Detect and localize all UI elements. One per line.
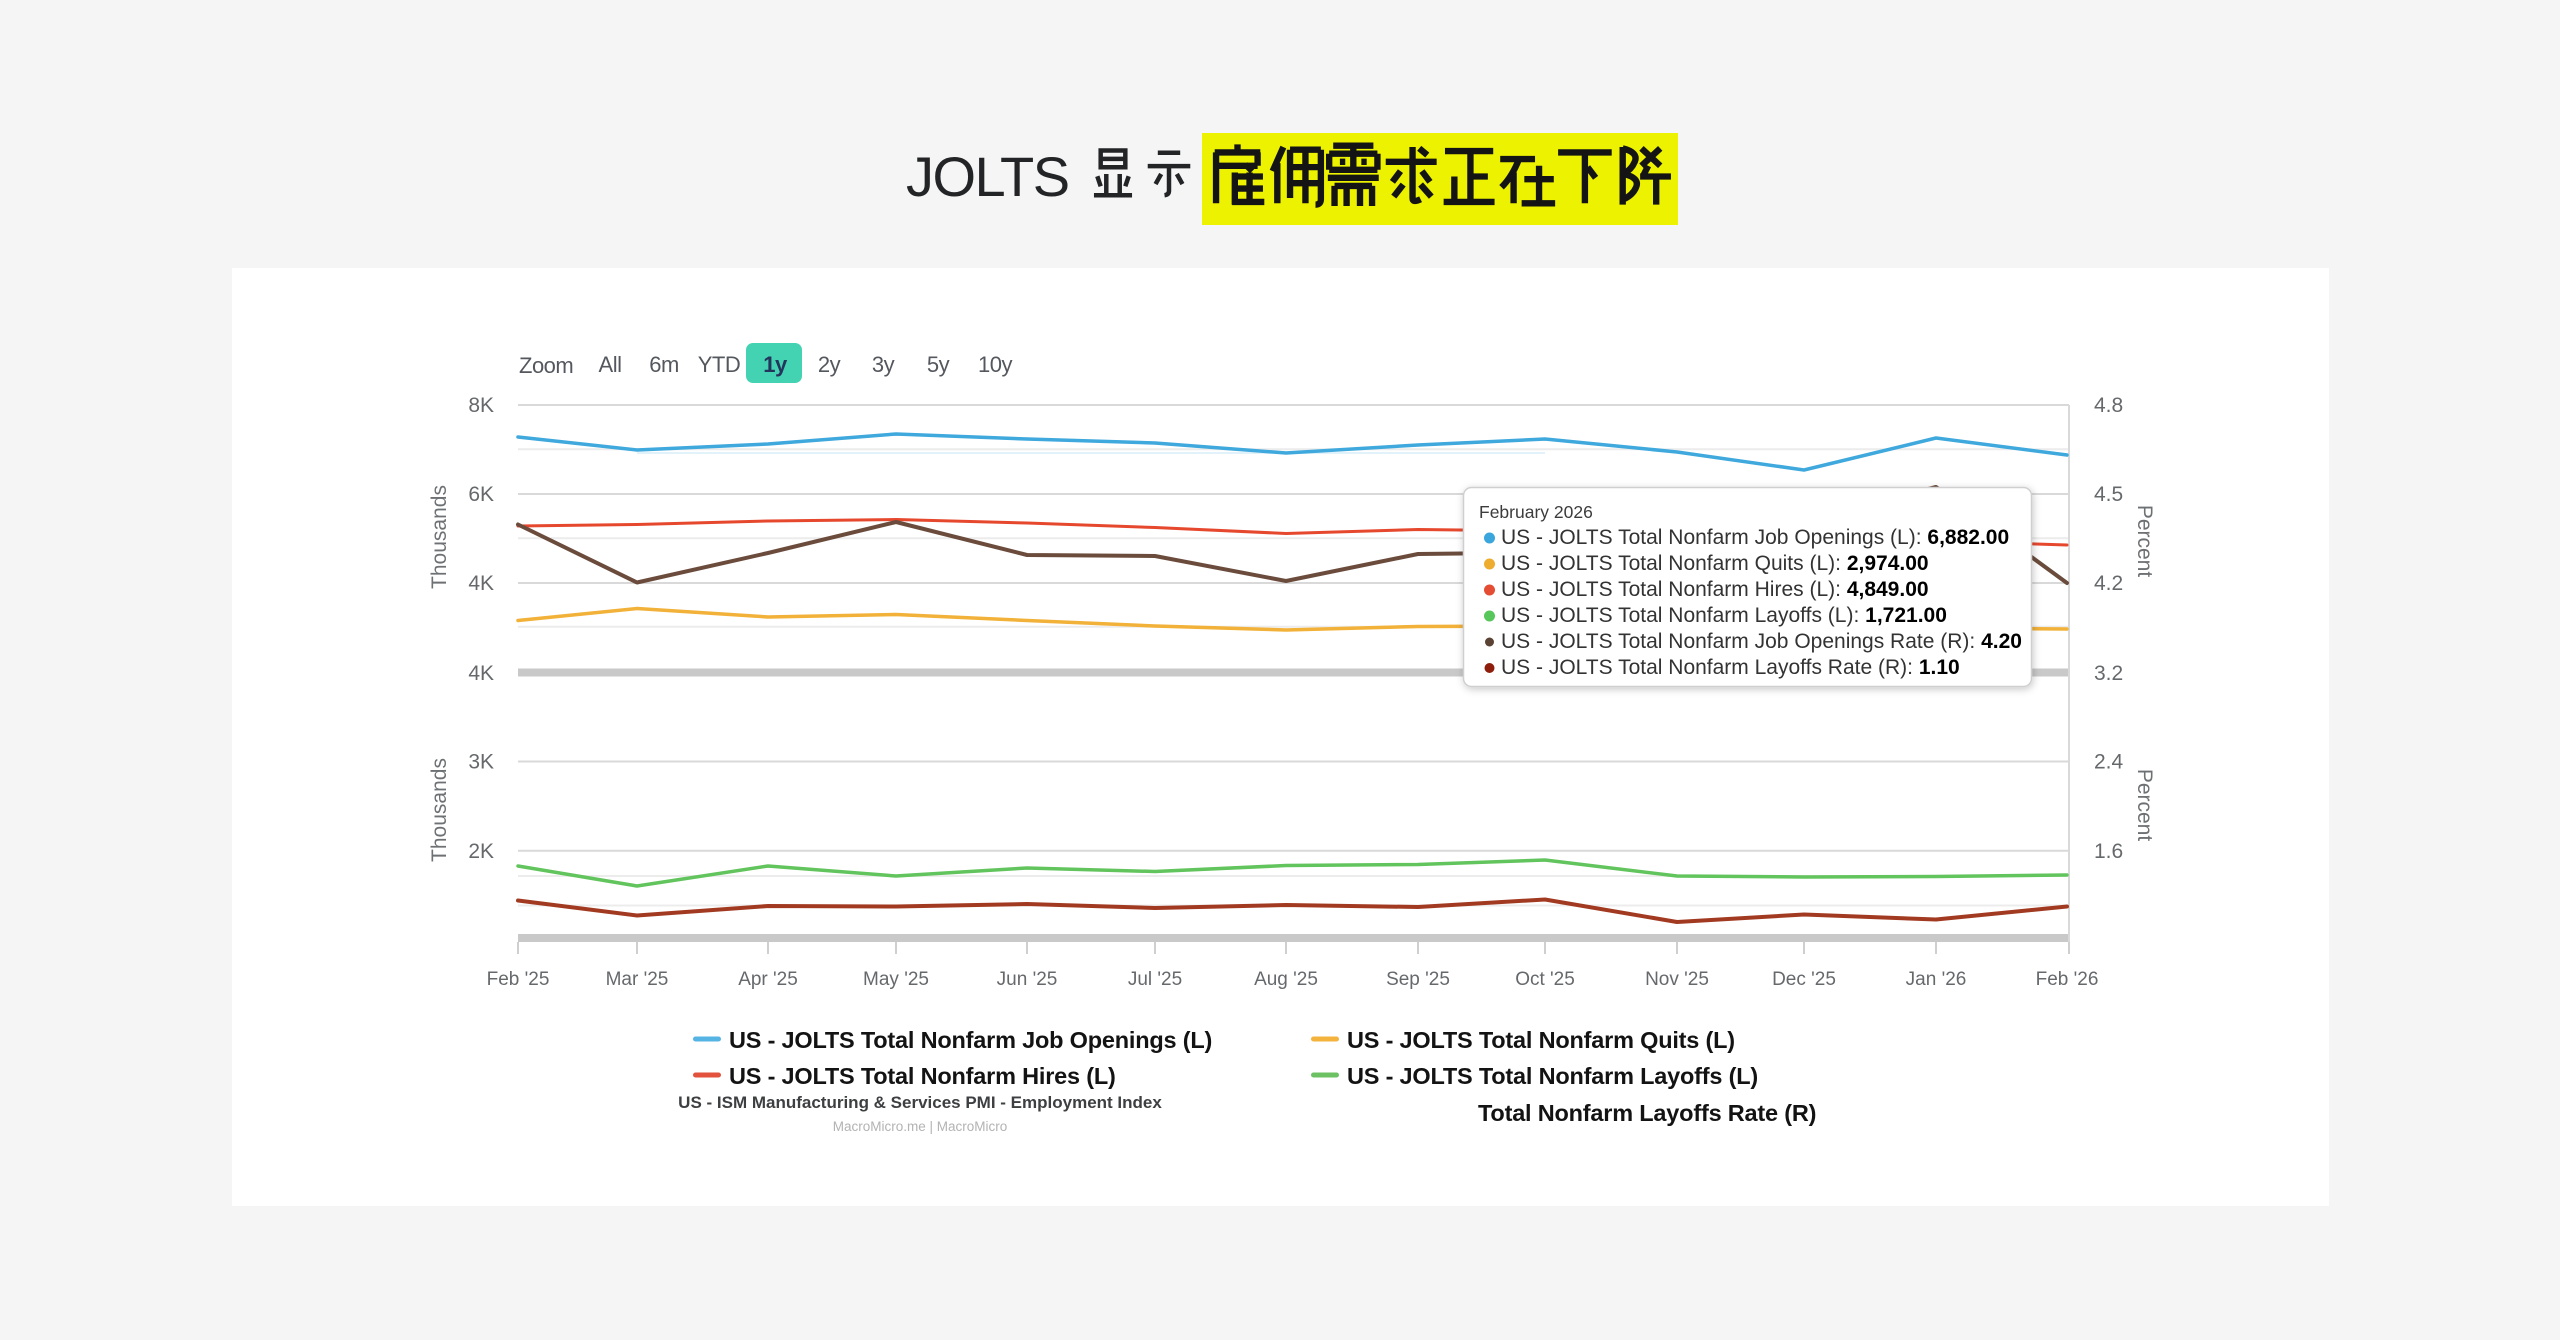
svg-text:4K: 4K [468,662,494,685]
svg-text:US - JOLTS Total Nonfarm Hires: US - JOLTS Total Nonfarm Hires (L): 4,84… [1501,578,1929,601]
svg-text:Nov '25: Nov '25 [1645,969,1709,990]
svg-text:Feb '26: Feb '26 [2036,969,2099,990]
svg-text:Apr '25: Apr '25 [738,969,798,990]
svg-text:Total Nonfarm Layoffs Rate (R): Total Nonfarm Layoffs Rate (R) [1478,1100,1816,1126]
svg-text:Percent: Percent [2133,769,2156,842]
svg-text:4K: 4K [468,572,494,595]
svg-text:Jul '25: Jul '25 [1128,969,1182,990]
svg-text:US - JOLTS Total Nonfarm Quits: US - JOLTS Total Nonfarm Quits (L) [1347,1027,1735,1053]
svg-text:US - JOLTS Total Nonfarm Layof: US - JOLTS Total Nonfarm Layoffs (L): 1,… [1501,604,1947,627]
svg-text:4.5: 4.5 [2094,483,2123,506]
svg-text:3K: 3K [468,751,494,774]
svg-text:5y: 5y [927,352,950,377]
svg-text:Zoom: Zoom [519,353,573,378]
svg-text:Jun '25: Jun '25 [997,969,1058,990]
svg-text:6m: 6m [649,352,679,377]
svg-text:MacroMicro.me | MacroMicro: MacroMicro.me | MacroMicro [833,1119,1008,1134]
svg-text:US - JOLTS Total Nonfarm Job O: US - JOLTS Total Nonfarm Job Openings Ra… [1501,630,2022,653]
svg-text:February 2026: February 2026 [1479,502,1593,522]
svg-text:US - JOLTS Total Nonfarm Hires: US - JOLTS Total Nonfarm Hires (L) [729,1063,1116,1089]
svg-text:Percent: Percent [2133,505,2156,578]
svg-text:1.6: 1.6 [2094,840,2123,863]
svg-text:Dec '25: Dec '25 [1772,969,1836,990]
svg-text:US - JOLTS Total Nonfarm Job O: US - JOLTS Total Nonfarm Job Openings (L… [729,1027,1212,1053]
svg-text:2K: 2K [468,840,494,863]
svg-text:All: All [599,352,622,377]
svg-text:3y: 3y [872,352,895,377]
svg-text:3.2: 3.2 [2094,662,2123,685]
svg-text:May '25: May '25 [863,969,929,990]
svg-text:6K: 6K [468,483,494,506]
svg-text:JOLTS: JOLTS [906,145,1069,208]
svg-text:4.8: 4.8 [2094,394,2123,417]
svg-text:Mar '25: Mar '25 [606,969,669,990]
svg-text:Jan '26: Jan '26 [1906,969,1967,990]
svg-text:US - ISM Manufacturing & Servi: US - ISM Manufacturing & Services PMI - … [678,1093,1162,1112]
svg-text:YTD: YTD [698,352,741,377]
svg-text:US - JOLTS Total Nonfarm Layof: US - JOLTS Total Nonfarm Layoffs (L) [1347,1063,1758,1089]
svg-text:2.4: 2.4 [2094,751,2124,774]
svg-text:Aug '25: Aug '25 [1254,969,1318,990]
svg-text:Thousands: Thousands [428,485,451,589]
svg-text:4.2: 4.2 [2094,572,2123,595]
svg-text:Feb '25: Feb '25 [487,969,550,990]
svg-text:US - JOLTS Total Nonfarm Job O: US - JOLTS Total Nonfarm Job Openings (L… [1501,526,2009,549]
svg-text:1y: 1y [763,352,788,377]
svg-text:10y: 10y [978,352,1012,377]
svg-text:Thousands: Thousands [428,758,451,862]
svg-text:Oct '25: Oct '25 [1515,969,1575,990]
svg-text:US - JOLTS Total Nonfarm Layof: US - JOLTS Total Nonfarm Layoffs Rate (R… [1501,656,1960,679]
svg-text:US - JOLTS Total Nonfarm Quits: US - JOLTS Total Nonfarm Quits (L): 2,97… [1501,552,1929,575]
svg-text:8K: 8K [468,394,494,417]
svg-text:Sep '25: Sep '25 [1386,969,1450,990]
svg-text:2y: 2y [818,352,841,377]
